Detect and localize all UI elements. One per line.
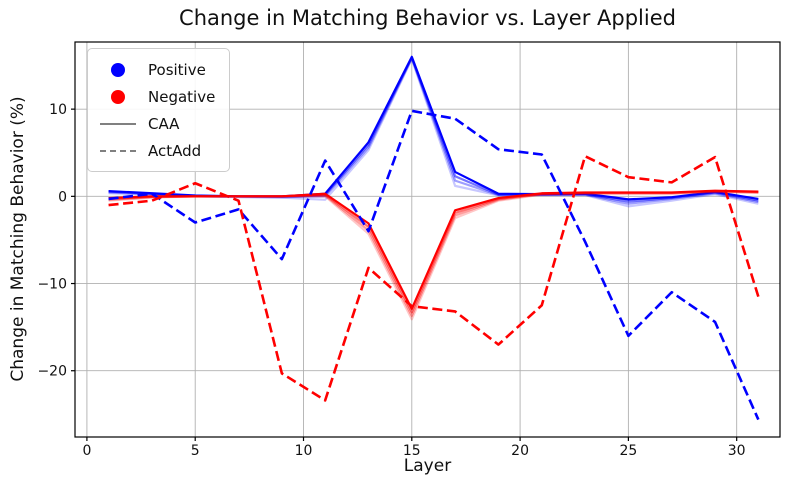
legend-label-negative: Negative [148, 87, 216, 106]
legend: Positive Negative CAA ActAdd [87, 48, 231, 172]
legend-label-positive: Positive [148, 60, 206, 79]
y-axis-label: Change in Matching Behavior (%) [8, 96, 28, 382]
x-tick-label: 0 [82, 443, 91, 459]
legend-label-caa: CAA [148, 114, 180, 133]
legend-item-caa: CAA [96, 110, 215, 137]
legend-item-actadd: ActAdd [96, 137, 215, 164]
legend-marker-cell [96, 89, 140, 104]
axes-spines [74, 41, 781, 438]
series-group [108, 55, 760, 421]
y-tick-label: −10 [37, 277, 67, 293]
series-line-negative-actadd [108, 154, 760, 402]
x-tick-label: 10 [295, 443, 313, 459]
series-line-negative-caa-4 [108, 190, 759, 321]
legend-label-actadd: ActAdd [148, 141, 202, 160]
x-tick-label: 5 [191, 443, 200, 459]
legend-marker-cell [96, 149, 140, 152]
y-tick-label: 0 [58, 189, 67, 205]
solid-line-icon [100, 122, 136, 125]
legend-item-negative: Negative [96, 83, 215, 110]
x-tick-label: 30 [728, 443, 746, 459]
series-line-negative-caa-1 [108, 189, 759, 310]
y-tick-label: −20 [37, 364, 67, 380]
y-tick-label: 10 [49, 102, 67, 118]
x-tick-label: 20 [511, 443, 529, 459]
positive-marker-icon [111, 62, 125, 77]
legend-marker-cell [96, 62, 140, 77]
series-line-negative-caa-2 [108, 190, 759, 314]
legend-item-positive: Positive [96, 56, 215, 83]
chart-title: Change in Matching Behavior vs. Layer Ap… [179, 6, 676, 30]
series-line-negative-caa-3 [108, 190, 759, 317]
legend-marker-cell [96, 122, 140, 125]
x-axis-label: Layer [403, 456, 452, 476]
dashed-line-icon [100, 149, 136, 152]
x-tick-label: 15 [403, 443, 421, 459]
x-tick-label: 25 [619, 443, 637, 459]
negative-marker-icon [111, 89, 125, 104]
series-line-positive-actadd [108, 109, 760, 421]
